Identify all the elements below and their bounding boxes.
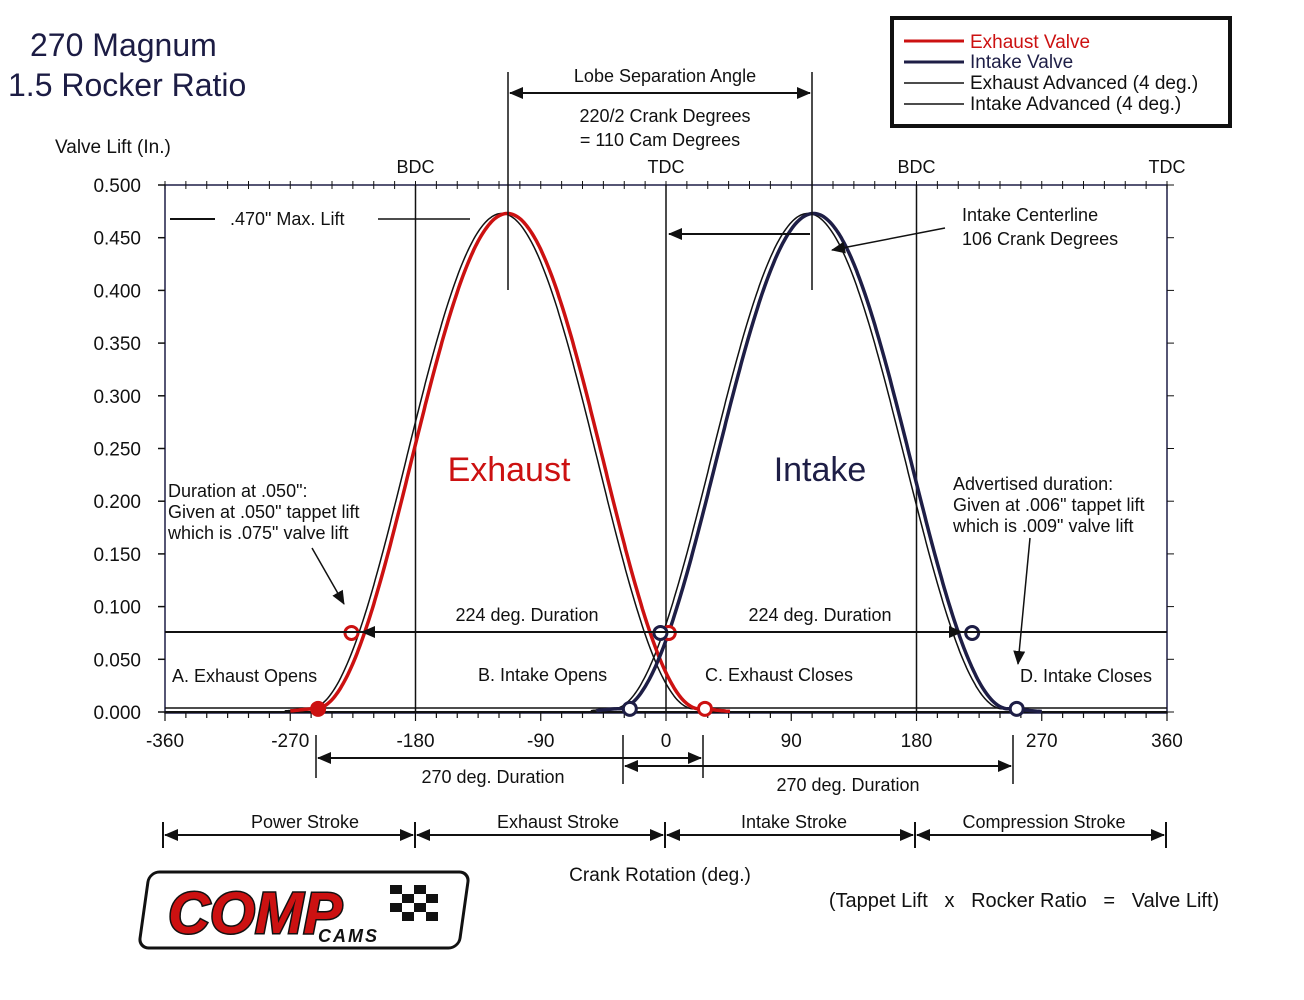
intake-stroke-label: Intake Stroke (741, 812, 847, 832)
intake-centerline-line-1: Intake Centerline (962, 205, 1098, 225)
intake-adv-open (621, 700, 638, 717)
intake-centerline-pointer (831, 227, 946, 254)
power-stroke-label: Power Stroke (251, 812, 359, 832)
legend: Exhaust Valve Intake Valve Exhaust Advan… (890, 16, 1232, 128)
x-tick-label: -90 (527, 731, 554, 752)
dur224-intake-label: 224 deg. Duration (748, 605, 891, 625)
point-a-label: A. Exhaust Opens (172, 666, 317, 686)
dur050-pointer (311, 547, 345, 605)
logo-sub-text: CAMS (318, 926, 379, 946)
checkered-flag-icon (390, 885, 438, 921)
lsa-line-1: 220/2 Crank Degrees (579, 106, 750, 126)
y-axis-label: Valve Lift (In.) (55, 137, 171, 158)
top-marker-label-bdc: BDC (897, 157, 935, 177)
top-marker-label-tdc: TDC (1149, 157, 1186, 177)
intake-centerline-line-2: 106 Crank Degrees (962, 229, 1118, 249)
y-tick-label: 0.500 (93, 176, 141, 197)
x-tick-label: -180 (396, 731, 434, 752)
y-tick-label: 0.000 (93, 703, 141, 724)
y-tick-label: 0.050 (93, 650, 141, 671)
dur050-line-1: Duration at .050": (168, 481, 307, 501)
x-tick-label: -360 (146, 731, 184, 752)
exhaust-stroke-label: Exhaust Stroke (497, 812, 619, 832)
intake-big-label: Intake (774, 451, 867, 489)
dur270-exhaust-label: 270 deg. Duration (421, 767, 564, 787)
max-lift-label: .470" Max. Lift (230, 209, 344, 229)
adv-line-3: which is .009" valve lift (952, 516, 1133, 536)
x-axis-label: Crank Rotation (deg.) (569, 865, 751, 886)
dur270-intake-label: 270 deg. Duration (776, 775, 919, 795)
legend-label-intake-adv: Intake Advanced (4 deg.) (970, 94, 1181, 115)
legend-label-exhaust: Exhaust Valve (970, 32, 1090, 53)
adv-line-1: Advertised duration: (953, 474, 1113, 494)
y-tick-label: 0.400 (93, 281, 141, 302)
formula-note: (Tappet Lift x Rocker Ratio = Valve Lift… (829, 890, 1219, 912)
x-tick-label: 90 (781, 731, 802, 752)
x-tick-label: 360 (1151, 731, 1183, 752)
exhaust-adv-open (310, 700, 327, 717)
y-tick-label: 0.450 (93, 229, 141, 250)
y-tick-label: 0.200 (93, 492, 141, 513)
y-tick-label: 0.250 (93, 440, 141, 461)
x-tick-label: 270 (1026, 731, 1058, 752)
title-line-1: 270 Magnum (30, 27, 217, 63)
stroke-row: Power Stroke Exhaust Stroke Intake Strok… (162, 812, 1167, 848)
comp-cams-logo: COMP CAMS (138, 870, 470, 950)
dur224-exhaust-label: 224 deg. Duration (455, 605, 598, 625)
adv-pointer (1013, 537, 1031, 665)
top-marker-label-bdc: BDC (396, 157, 434, 177)
top-marker-label-tdc: TDC (648, 157, 685, 177)
lsa-line-2: = 110 Cam Degrees (580, 130, 740, 150)
dur050-line-2: Given at .050" tappet lift (168, 502, 360, 522)
adv-line-2: Given at .006" tappet lift (953, 495, 1145, 515)
y-tick-label: 0.350 (93, 334, 141, 355)
title-line-2: 1.5 Rocker Ratio (8, 67, 246, 103)
x-tick-label: -270 (271, 731, 309, 752)
logo-frame (138, 870, 470, 950)
x-tick-label: 0 (661, 731, 672, 752)
exhaust-adv-close (696, 700, 713, 717)
point-b-label: B. Intake Opens (478, 665, 607, 685)
logo-main-text: COMP (168, 881, 342, 946)
point-c-label: C. Exhaust Closes (705, 665, 853, 685)
compression-stroke-label: Compression Stroke (962, 812, 1125, 832)
exhaust-big-label: Exhaust (448, 451, 571, 489)
x-tick-label: 180 (901, 731, 933, 752)
y-tick-label: 0.100 (93, 598, 141, 619)
legend-box (890, 16, 1232, 128)
y-tick-label: 0.150 (93, 545, 141, 566)
legend-label-exhaust-adv: Exhaust Advanced (4 deg.) (970, 73, 1198, 94)
dur050-line-3: which is .075" valve lift (167, 523, 348, 543)
intake-adv-close (1008, 700, 1025, 717)
point-d-label: D. Intake Closes (1020, 666, 1152, 686)
y-tick-label: 0.300 (93, 387, 141, 408)
lsa-title: Lobe Separation Angle (574, 66, 756, 86)
legend-label-intake: Intake Valve (970, 52, 1073, 73)
